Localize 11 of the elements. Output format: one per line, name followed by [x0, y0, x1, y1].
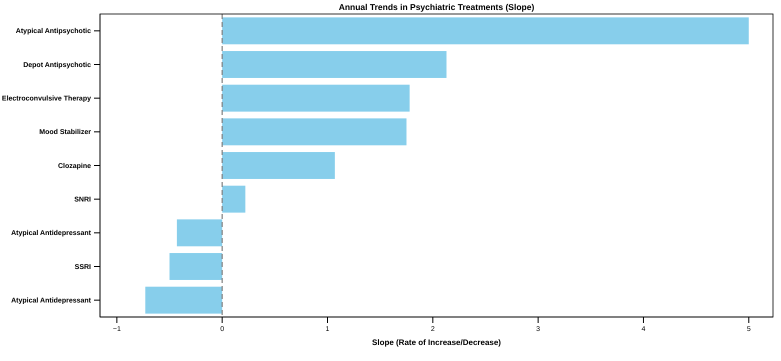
bar — [222, 84, 410, 112]
chart-title: Annual Trends in Psychiatric Treatments (Slope) — [338, 2, 534, 12]
x-axis-title: Slope (Rate of Increase/Decrease) — [372, 338, 502, 347]
bar — [222, 118, 406, 146]
bar — [222, 152, 335, 179]
bar — [145, 286, 222, 314]
bar — [176, 219, 222, 246]
bar — [222, 186, 246, 213]
bar — [170, 253, 222, 280]
bar — [222, 17, 749, 44]
bar — [222, 51, 447, 78]
